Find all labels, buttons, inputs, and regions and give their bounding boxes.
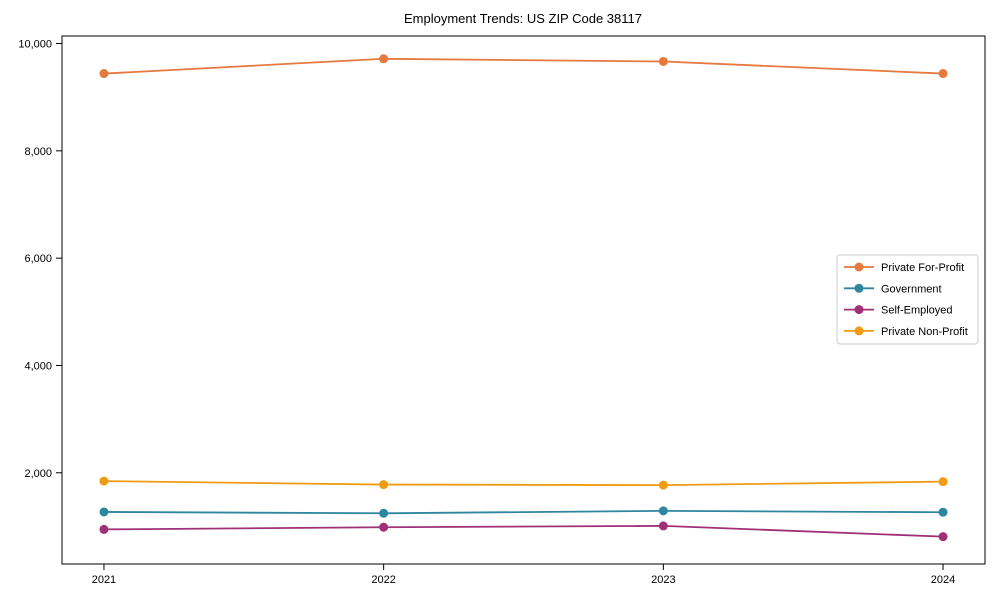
legend-swatch-marker [854, 283, 864, 293]
data-point [938, 532, 948, 542]
data-point [379, 508, 389, 518]
legend-entry: Government [844, 283, 942, 295]
data-point [658, 506, 668, 516]
legend-entry: Self-Employed [844, 305, 953, 317]
series-line [103, 480, 944, 487]
data-point [99, 507, 109, 517]
x-tick-label: 2023 [651, 574, 675, 586]
series-line [103, 57, 944, 75]
x-tick-label: 2022 [371, 574, 395, 586]
series-self-employed [99, 521, 948, 542]
legend-entry: Private Non-Profit [844, 326, 968, 338]
data-point [938, 477, 948, 487]
data-point [658, 480, 668, 490]
data-point [99, 69, 109, 79]
plot-border [61, 35, 986, 565]
data-point [938, 69, 948, 79]
data-point [379, 54, 389, 64]
series-private-non-profit [99, 476, 948, 490]
x-tick-label: 2024 [931, 574, 955, 586]
legend-label: Private For-Profit [881, 262, 964, 274]
data-point [379, 522, 389, 532]
y-tick-label: 8,000 [24, 146, 52, 158]
legend-entry: Private For-Profit [844, 262, 964, 274]
legend-label: Private Non-Profit [881, 326, 968, 338]
legend-swatch-marker [854, 326, 864, 336]
y-tick-label: 6,000 [24, 253, 52, 265]
legend: Private For-Profit Government Self-Employe… [836, 254, 979, 345]
y-tick-label: 10,000 [18, 39, 52, 51]
y-tick-label: 4,000 [24, 360, 52, 372]
legend-box [836, 254, 979, 345]
chart-title: Employment Trends: US ZIP Code 38117 [404, 11, 642, 26]
series-line [103, 509, 944, 515]
data-point [99, 476, 109, 486]
data-point [379, 480, 389, 490]
x-tick-label: 2021 [92, 574, 116, 586]
legend-label: Government [881, 283, 942, 295]
legend-swatch-marker [854, 305, 864, 315]
series-private-for-profit [99, 54, 948, 79]
data-point [658, 521, 668, 531]
legend-label: Self-Employed [881, 305, 953, 317]
series-line [103, 525, 944, 538]
legend-swatch-marker [854, 262, 864, 272]
data-point [938, 507, 948, 517]
y-tick-label: 2,000 [24, 468, 52, 480]
data-point [99, 524, 109, 534]
series-government [99, 506, 948, 518]
data-point [658, 56, 668, 66]
